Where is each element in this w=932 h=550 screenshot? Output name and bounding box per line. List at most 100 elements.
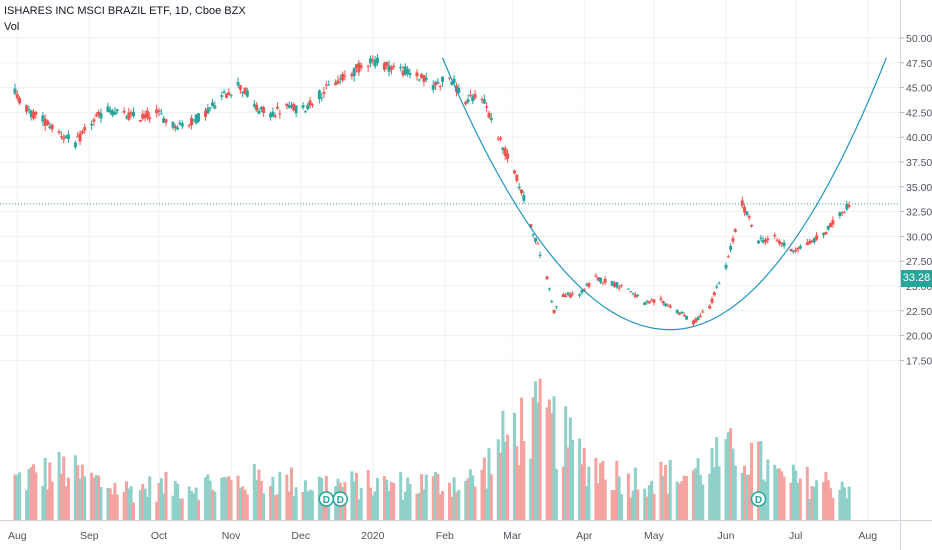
- candle: [238, 85, 242, 90]
- candle: [561, 294, 565, 297]
- volume-bar: [417, 492, 421, 520]
- candle: [43, 118, 47, 126]
- y-tick-label: 37.50: [906, 157, 932, 169]
- candle: [601, 282, 605, 284]
- volume-bar: [538, 378, 542, 520]
- candle: [269, 113, 273, 118]
- candle: [684, 315, 688, 320]
- candle: [457, 87, 461, 94]
- candle: [18, 97, 22, 104]
- volume-bar: [808, 498, 812, 520]
- candle: [59, 136, 63, 138]
- volume-bar: [252, 464, 256, 520]
- volume-bar: [180, 498, 184, 520]
- volume-bar: [64, 486, 68, 520]
- candle: [141, 113, 145, 119]
- volume-bar: [162, 493, 166, 520]
- volume-bar: [759, 441, 763, 520]
- y-tick-label: 17.50: [906, 355, 932, 367]
- candle: [796, 247, 800, 250]
- x-tick-label: May: [644, 530, 665, 542]
- volume-bar: [552, 396, 556, 520]
- candle: [471, 96, 475, 102]
- volume-bar: [420, 474, 424, 520]
- volume-bar: [106, 487, 110, 520]
- candle: [726, 256, 730, 258]
- volume-bar: [643, 488, 647, 520]
- volume-bar: [138, 490, 142, 520]
- dividend-label: D: [755, 495, 762, 506]
- candle: [596, 277, 600, 281]
- volume-bar: [306, 491, 310, 520]
- candle: [162, 118, 166, 123]
- volume-bar: [701, 484, 705, 520]
- candle: [682, 314, 686, 316]
- candle: [513, 170, 517, 174]
- candle: [355, 64, 359, 69]
- y-tick-label: 50.00: [906, 33, 932, 45]
- volume-bar: [94, 474, 98, 520]
- candle: [794, 249, 798, 252]
- volume-bar: [350, 471, 354, 520]
- volume-bar: [489, 474, 493, 520]
- volume-bar: [229, 479, 233, 520]
- volume-bar: [355, 472, 359, 520]
- volume-bar: [434, 471, 438, 520]
- volume-bar: [747, 474, 751, 520]
- volume-bar: [684, 476, 688, 520]
- volume-bar: [691, 470, 695, 520]
- candle: [585, 284, 589, 286]
- volume-bar: [845, 498, 849, 520]
- volume-bar: [269, 486, 273, 520]
- dividend-label: D: [337, 495, 344, 506]
- candle: [659, 298, 663, 300]
- candle: [815, 235, 819, 240]
- volume-bar: [294, 487, 298, 520]
- volume-bar: [757, 441, 761, 520]
- volume-bar: [285, 474, 289, 520]
- candle: [236, 82, 240, 86]
- candle: [131, 111, 135, 117]
- candle: [636, 294, 640, 296]
- volume-bar: [847, 486, 851, 520]
- volume-bar: [99, 486, 103, 520]
- volume-bar: [255, 479, 259, 520]
- candle: [666, 305, 670, 307]
- candle: [420, 74, 424, 79]
- candle: [824, 232, 828, 235]
- dividend-marker[interactable]: [332, 491, 349, 507]
- candle: [791, 250, 795, 252]
- candle: [387, 65, 391, 72]
- volume-bar: [726, 432, 730, 520]
- candle: [710, 298, 714, 303]
- volume-bar: [287, 491, 291, 520]
- volume-bar: [236, 475, 240, 520]
- candle: [466, 99, 470, 103]
- candle: [647, 301, 651, 304]
- volume-bar: [90, 472, 94, 520]
- volume-bar: [41, 486, 45, 520]
- volume-bar: [192, 493, 196, 520]
- candle: [389, 67, 393, 70]
- volume-bar: [775, 468, 779, 520]
- volume-bar: [831, 497, 835, 520]
- volume-bar: [73, 455, 77, 520]
- candle: [643, 302, 647, 305]
- cup-curve: [441, 57, 887, 331]
- candle: [675, 310, 679, 313]
- candle: [473, 94, 477, 98]
- x-tick-label: Aug: [8, 530, 27, 542]
- candle: [164, 119, 168, 123]
- volume-bar: [222, 476, 226, 520]
- volume-bar: [97, 475, 101, 520]
- candle: [468, 94, 472, 96]
- volume-bar: [826, 480, 830, 520]
- volume-bar: [466, 478, 470, 520]
- candle: [745, 211, 749, 216]
- candle: [187, 125, 191, 127]
- candle: [155, 109, 159, 114]
- dividend-marker[interactable]: [750, 491, 767, 507]
- volume-bar: [382, 476, 386, 520]
- candle: [292, 103, 296, 111]
